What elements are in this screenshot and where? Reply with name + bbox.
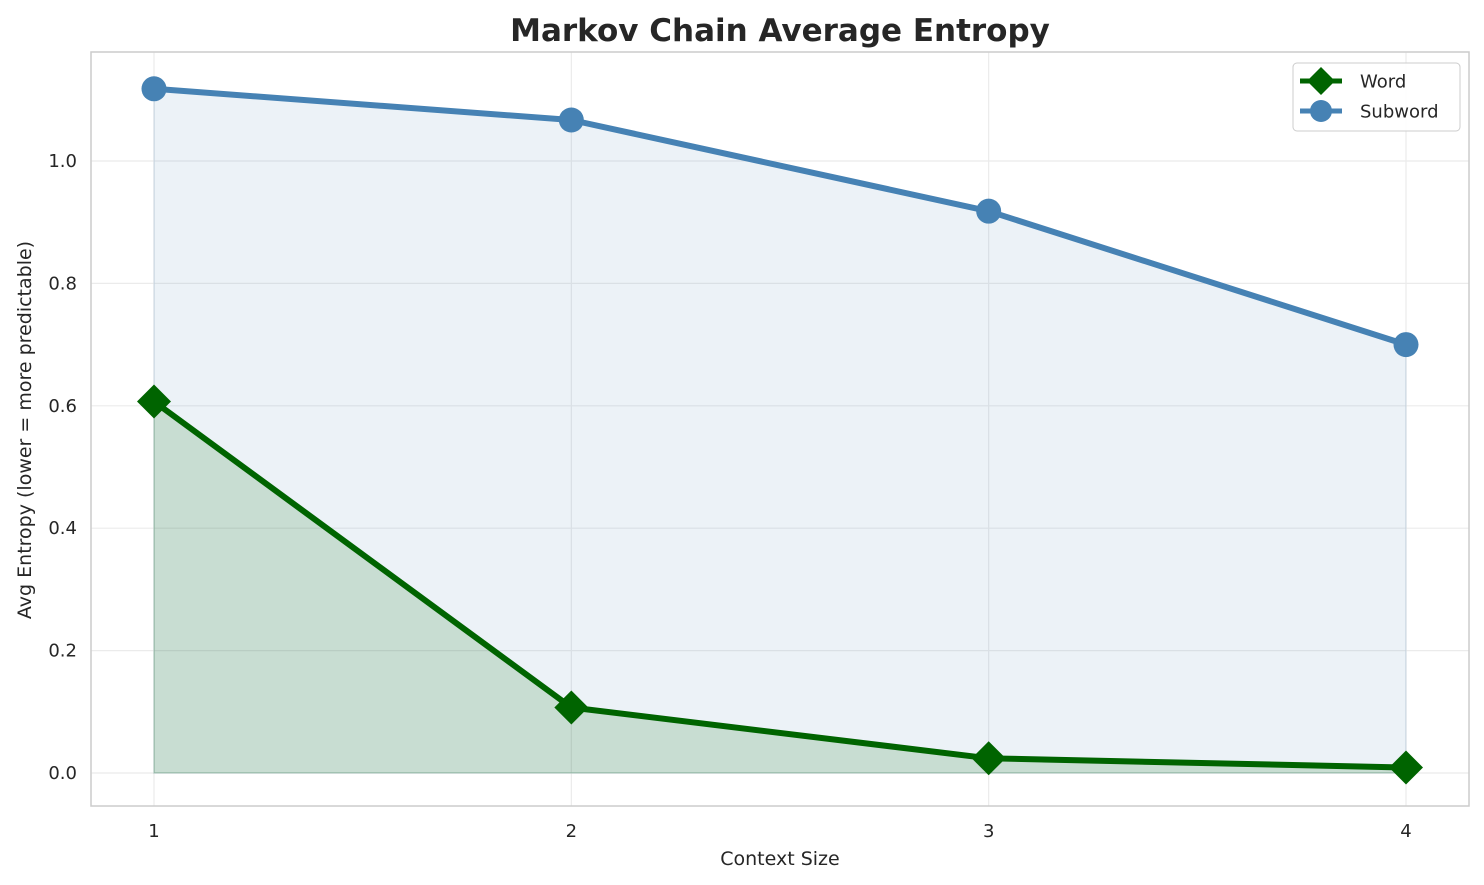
y-axis-label: Avg Entropy (lower = more predictable) (14, 241, 36, 619)
legend-entries: Word Subword (1300, 67, 1439, 123)
legend-subword-label: Subword (1360, 102, 1439, 123)
grid (91, 52, 1469, 806)
x-tick-labels: 1 2 3 4 (148, 821, 1411, 842)
word-point-3 (971, 741, 1006, 776)
x-tick-label: 4 (1400, 821, 1411, 842)
y-tick-label: 0.6 (48, 396, 77, 417)
legend-word-label: Word (1360, 72, 1406, 93)
plot-background (91, 52, 1469, 806)
series-lines (151, 85, 1409, 771)
x-axis-label: Context Size (720, 848, 839, 870)
y-tick-label: 1.0 (48, 151, 77, 172)
legend: Word Subword (1292, 62, 1461, 132)
word-point-1 (137, 384, 171, 419)
word-series-line (151, 398, 1409, 771)
y-tick-label: 0.4 (48, 518, 77, 539)
y-tick-label: 0.0 (48, 763, 77, 784)
series-markers (137, 76, 1423, 785)
subword-point-3 (976, 198, 1002, 224)
x-tick-label: 1 (148, 821, 159, 842)
word-point-4 (1389, 750, 1423, 785)
x-tick-label: 2 (566, 821, 577, 842)
plot-area (90, 51, 1470, 807)
subword-point-1 (141, 76, 167, 102)
legend-word-marker (1307, 67, 1335, 95)
plot-frame (90, 51, 1470, 807)
y-tick-label: 0.2 (48, 641, 77, 662)
subword-point-4 (1393, 332, 1419, 358)
y-tick-labels: 0.0 0.2 0.4 0.6 0.8 1.0 (48, 151, 77, 784)
subword-series-line (151, 85, 1409, 348)
x-tick-label: 3 (983, 821, 994, 842)
legend-subword-marker (1310, 100, 1332, 122)
word-point-2 (554, 690, 589, 725)
y-tick-label: 0.8 (48, 273, 77, 294)
subword-point-2 (558, 107, 584, 133)
chart-title: Markov Chain Average Entropy (510, 13, 1050, 49)
